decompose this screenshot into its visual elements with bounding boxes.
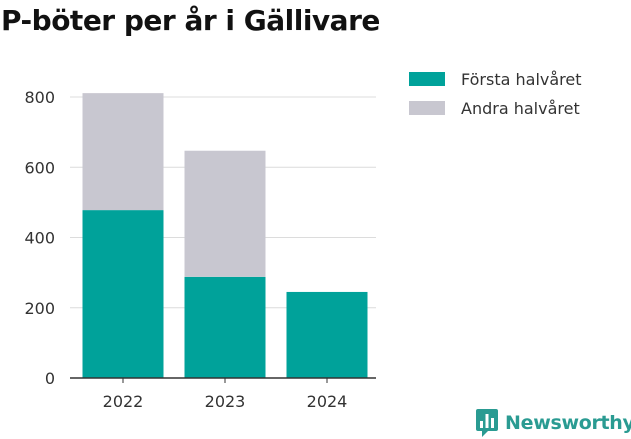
y-tick-label: 600 <box>24 158 55 177</box>
x-tick-label: 2022 <box>103 392 144 411</box>
y-tick-label: 800 <box>24 88 55 107</box>
x-tick-label: 2024 <box>307 392 348 411</box>
legend-label: Första halvåret <box>461 70 582 89</box>
brand-name: Newsworthy <box>505 412 631 434</box>
newsworthy-logo-icon <box>476 409 498 437</box>
x-tick-labels: 2022 2023 2024 <box>103 378 348 411</box>
bar-segment <box>184 276 266 378</box>
bar-segment <box>286 291 368 378</box>
y-tick-label: 0 <box>45 369 55 388</box>
legend-swatch <box>409 101 445 115</box>
bars <box>82 93 368 378</box>
x-tick-label: 2023 <box>205 392 246 411</box>
brand-logo: Newsworthy <box>476 407 631 439</box>
bar-segment <box>184 150 266 277</box>
y-tick-label: 400 <box>24 229 55 248</box>
chart-title: P-böter per år i Gällivare <box>1 4 380 37</box>
legend-label: Andra halvåret <box>461 99 580 118</box>
bar-segment <box>82 210 164 378</box>
y-tick-label: 200 <box>24 299 55 318</box>
bar-segment <box>82 93 164 211</box>
y-tick-labels: 0 200 400 600 800 <box>24 88 55 388</box>
legend-swatch <box>409 72 445 86</box>
legend: Första halvåret Andra halvåret <box>409 70 582 118</box>
